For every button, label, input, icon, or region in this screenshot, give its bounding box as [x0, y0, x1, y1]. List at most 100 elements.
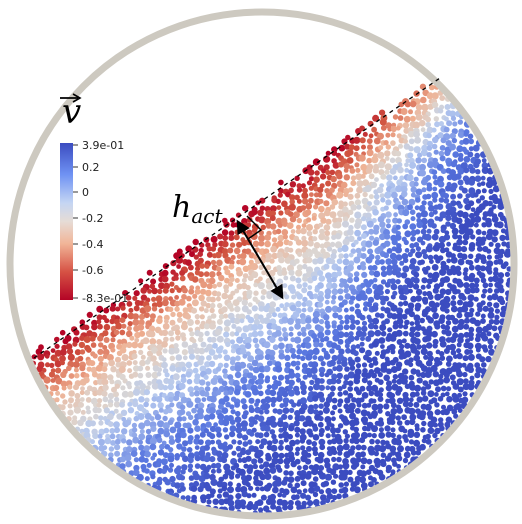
particle: [302, 275, 309, 282]
particle: [323, 224, 331, 231]
particle: [55, 367, 62, 374]
particle: [83, 336, 91, 343]
particle: [367, 330, 375, 338]
particle: [499, 310, 507, 318]
particle: [132, 400, 139, 408]
particle: [323, 164, 330, 171]
particle: [214, 328, 222, 336]
particle: [313, 176, 320, 183]
particle: [224, 277, 230, 284]
particle: [420, 96, 427, 104]
particle: [468, 245, 476, 252]
particle: [395, 254, 403, 261]
particle: [415, 246, 421, 252]
particle: [437, 360, 443, 366]
particle: [97, 355, 104, 362]
particle: [344, 366, 350, 372]
colorbar-tick-label: -0.2: [82, 212, 103, 225]
particle: [391, 239, 398, 246]
particle: [418, 204, 426, 212]
particle: [365, 287, 373, 295]
particle: [359, 385, 366, 392]
particle: [305, 458, 312, 465]
particle: [296, 224, 301, 230]
particle: [323, 263, 330, 270]
particle: [356, 326, 362, 332]
particle: [149, 283, 156, 290]
particle: [312, 236, 318, 242]
particle: [312, 347, 320, 355]
particle: [275, 306, 281, 312]
particle: [391, 313, 398, 320]
particle: [245, 351, 251, 357]
particle: [240, 420, 248, 428]
particle: [474, 264, 482, 272]
particle: [371, 156, 379, 164]
particle: [121, 428, 128, 435]
particle: [361, 377, 368, 384]
particle: [410, 186, 417, 193]
particle: [102, 345, 108, 350]
particle: [336, 324, 344, 331]
particle: [298, 407, 306, 415]
particle: [197, 251, 203, 257]
particle: [350, 288, 358, 296]
particle: [287, 504, 294, 511]
particle: [323, 480, 330, 487]
particle: [378, 290, 384, 296]
particle: [348, 187, 354, 193]
particle: [257, 457, 264, 464]
particle: [191, 407, 198, 414]
particle: [362, 179, 370, 187]
particle: [86, 366, 92, 372]
particle: [498, 287, 505, 294]
particle: [385, 348, 391, 354]
particle: [359, 341, 365, 347]
particle: [434, 402, 440, 408]
particle: [137, 342, 144, 349]
particle: [366, 301, 373, 308]
particle: [318, 416, 324, 422]
particle: [241, 277, 247, 283]
particle: [132, 371, 139, 378]
particle: [187, 427, 194, 434]
particle: [125, 330, 133, 338]
particle: [396, 339, 403, 345]
particle: [474, 215, 482, 223]
particle: [372, 114, 380, 122]
particle: [302, 252, 309, 259]
particle: [277, 458, 284, 465]
particle: [234, 371, 242, 379]
particle: [396, 312, 404, 320]
particle: [324, 299, 330, 305]
particle: [300, 227, 307, 235]
particle: [354, 319, 361, 325]
particle: [371, 398, 377, 404]
particle: [325, 433, 331, 439]
particle: [374, 312, 381, 318]
particle: [341, 244, 349, 252]
particle: [103, 337, 110, 343]
particle: [230, 409, 236, 415]
particle: [429, 259, 434, 264]
particle: [408, 169, 414, 175]
particle: [85, 347, 92, 353]
particle: [350, 318, 356, 325]
particle: [126, 439, 133, 446]
particle: [468, 253, 474, 259]
particle: [408, 374, 415, 381]
particle: [416, 344, 422, 350]
particle: [194, 455, 201, 462]
particle: [384, 169, 390, 175]
particle: [240, 252, 247, 260]
particle: [136, 473, 144, 482]
particle: [324, 235, 330, 241]
particle: [361, 392, 369, 399]
particle: [257, 282, 265, 290]
particle: [192, 419, 199, 426]
particle: [161, 468, 168, 474]
particle: [312, 258, 319, 265]
particle: [342, 443, 350, 451]
particle: [251, 492, 257, 498]
particle: [120, 385, 126, 391]
